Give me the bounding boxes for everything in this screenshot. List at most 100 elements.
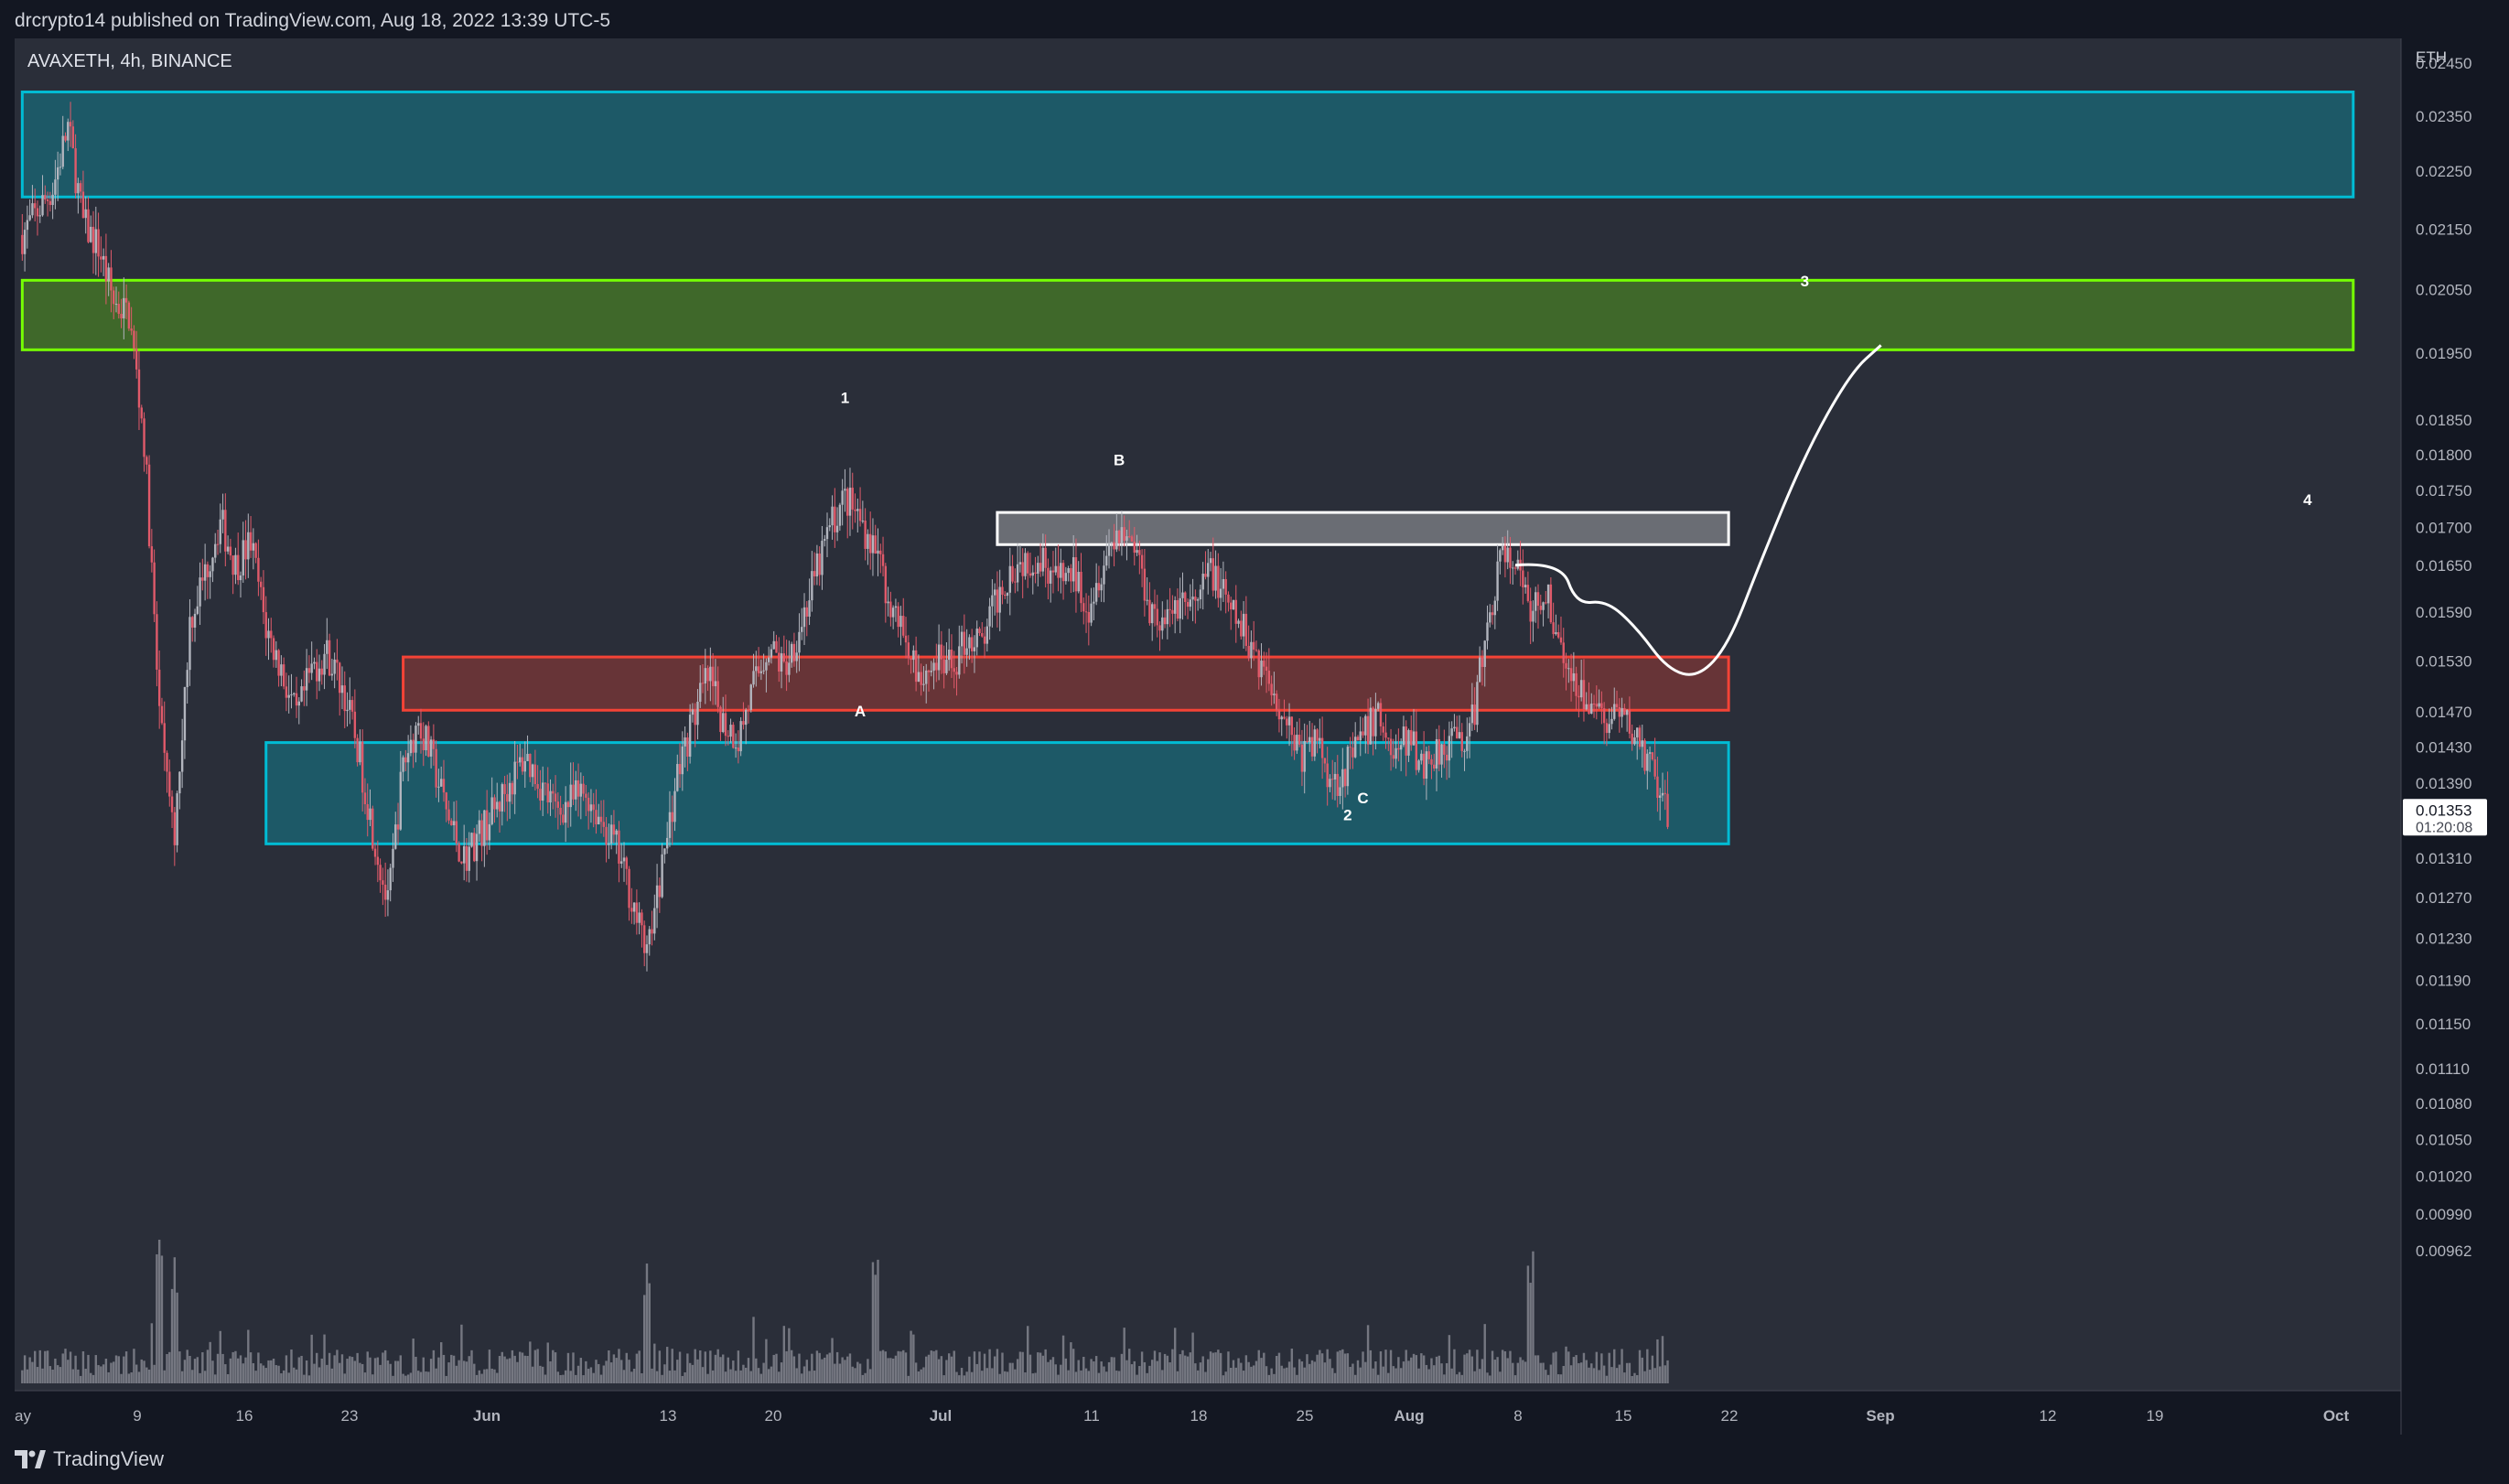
- volume-bar: [1061, 1335, 1065, 1383]
- candle: [1224, 571, 1227, 614]
- candle-body: [483, 810, 486, 846]
- volume-bar: [686, 1353, 689, 1383]
- volume-bar: [1625, 1362, 1629, 1383]
- candle-body: [851, 488, 854, 510]
- volume-bar: [711, 1370, 715, 1383]
- candle-body: [681, 746, 684, 775]
- candle: [1260, 643, 1263, 686]
- volume-bar: [1093, 1360, 1095, 1383]
- candle: [663, 848, 666, 864]
- volume-bar: [1341, 1349, 1344, 1383]
- candle-body: [140, 407, 143, 419]
- candle: [991, 579, 994, 628]
- candle-body: [168, 771, 171, 797]
- candle-body: [884, 565, 888, 604]
- volume-bar: [599, 1374, 603, 1383]
- candle: [1351, 732, 1354, 769]
- candle-body: [264, 612, 267, 639]
- candle-body: [891, 608, 895, 618]
- volume-bar: [1207, 1359, 1210, 1383]
- candle: [1113, 523, 1115, 566]
- candle: [963, 614, 966, 674]
- volume-bar: [496, 1372, 499, 1383]
- candle: [1004, 591, 1007, 599]
- price-tick-label: 0.01530: [2416, 653, 2471, 671]
- volume-bar: [305, 1360, 308, 1383]
- candle-body: [1333, 773, 1337, 780]
- volume-bar: [1244, 1355, 1248, 1383]
- candle-body: [612, 824, 616, 835]
- candle: [145, 455, 148, 475]
- candle: [303, 670, 306, 706]
- volume-bar: [254, 1371, 257, 1383]
- volume-bar: [575, 1374, 577, 1383]
- candle: [221, 493, 224, 533]
- candle: [752, 653, 755, 688]
- candle: [361, 729, 364, 812]
- candle: [701, 663, 705, 694]
- candle: [1189, 584, 1192, 611]
- candle-body: [1214, 565, 1217, 591]
- volume-bar: [92, 1374, 95, 1383]
- volume-bar: [1253, 1365, 1255, 1383]
- volume-bar: [1641, 1357, 1643, 1383]
- volume-bar: [137, 1371, 141, 1383]
- candle: [1613, 687, 1616, 721]
- candle: [1331, 759, 1334, 800]
- time-axis[interactable]: ay 9 16 23 Jun 13 20 Jul 11 18 25 Aug 8 15 22 Sep 12 19 Oc…: [15, 1407, 2350, 1425]
- candle-body: [559, 807, 562, 815]
- tradingview-logo[interactable]: TradingView: [15, 1447, 164, 1471]
- candle-body: [981, 633, 984, 637]
- volume-bar: [648, 1283, 651, 1383]
- candle-body: [1329, 779, 1331, 788]
- candle: [340, 666, 344, 710]
- volume-bars: [21, 1239, 1669, 1383]
- volume-bar: [1643, 1371, 1646, 1383]
- volume-bar: [782, 1326, 786, 1383]
- candle: [1094, 563, 1098, 606]
- candle-body: [663, 848, 666, 855]
- volume-bar: [310, 1334, 313, 1383]
- candle: [1257, 649, 1260, 690]
- candle: [1440, 743, 1443, 778]
- volume-bar: [1407, 1360, 1410, 1383]
- candle-body: [676, 764, 679, 791]
- volume-bar: [1646, 1349, 1649, 1383]
- candle-body: [1117, 530, 1121, 543]
- candle: [858, 487, 862, 527]
- candle: [628, 866, 630, 921]
- candle: [447, 800, 450, 824]
- volume-bar: [386, 1360, 390, 1383]
- volume-bar: [681, 1375, 684, 1383]
- candle: [415, 722, 417, 763]
- candle-body: [366, 803, 369, 821]
- volume-bar: [239, 1355, 242, 1383]
- volume-bar: [1027, 1326, 1029, 1383]
- candle: [1349, 737, 1351, 769]
- volume-bar: [135, 1364, 138, 1383]
- candle: [1489, 604, 1491, 628]
- candle: [1087, 595, 1091, 646]
- volume-bar: [1290, 1349, 1294, 1383]
- candle-body: [178, 771, 181, 794]
- candle: [48, 191, 52, 212]
- volume-bar: [1384, 1350, 1387, 1383]
- candle: [1443, 729, 1446, 769]
- candle: [1425, 747, 1428, 801]
- candle-body: [392, 848, 394, 868]
- candle-body: [150, 546, 154, 563]
- volume-bar: [985, 1368, 989, 1383]
- candle: [1064, 566, 1068, 585]
- candle-body: [460, 861, 463, 864]
- volume-bar: [778, 1371, 781, 1383]
- candle: [176, 790, 178, 853]
- candle-body: [1050, 570, 1052, 584]
- volume-bar: [191, 1370, 194, 1383]
- candle: [1014, 568, 1017, 594]
- candle-body: [1186, 601, 1190, 608]
- price-axis[interactable]: ETH0.024500.023500.022500.021500.020500.…: [2403, 48, 2487, 1260]
- candle-body: [1290, 716, 1294, 736]
- candle: [1080, 553, 1082, 612]
- volume-bar: [813, 1371, 816, 1383]
